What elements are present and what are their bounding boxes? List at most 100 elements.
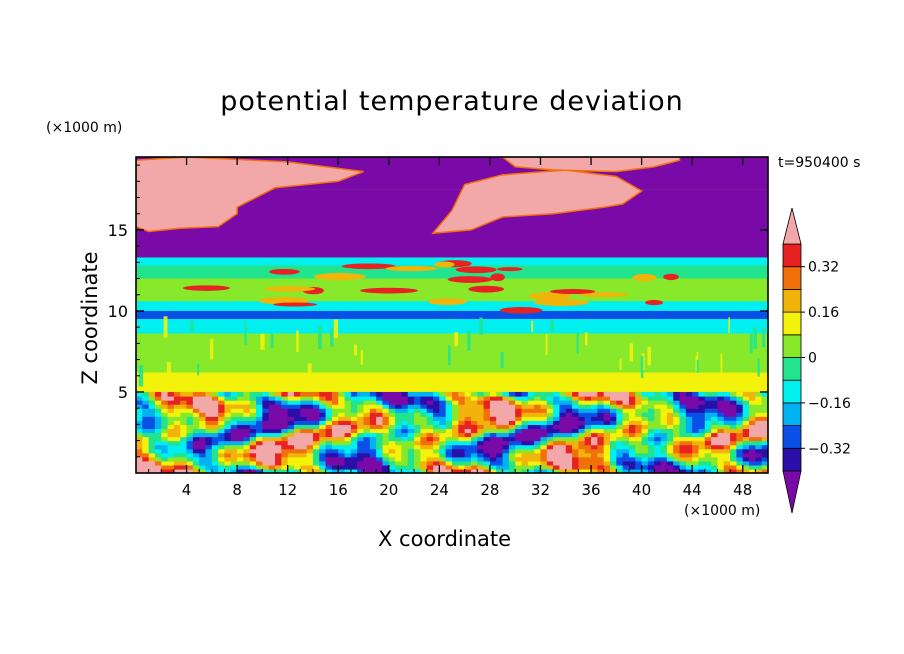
field-cell [294,420,301,425]
field-cell [395,396,403,401]
field-cell [173,428,181,434]
field-cell [755,420,763,425]
field-cell [572,396,579,401]
field-cell [445,444,453,450]
field-cell [540,432,548,438]
field-cell [319,408,327,413]
field-cell [205,400,213,405]
field-cell [546,412,554,417]
anomaly-streak [138,365,144,387]
field-cell [167,396,175,401]
field-cell [401,464,409,470]
field-cell [704,432,712,438]
x-axis-label: X coordinate [378,527,512,551]
field-cell [711,412,719,417]
field-cell [388,396,396,401]
field-cell [711,444,719,450]
field-cell [761,440,768,446]
field-cell [616,416,624,421]
field-cell [331,456,339,462]
field-cell [136,456,143,462]
field-cell [136,452,143,458]
field-cell [357,440,365,446]
field-cell [736,396,744,401]
field-cell [527,420,535,425]
field-cell [281,416,289,421]
field-cell [173,456,181,462]
field-cell [584,408,592,413]
field-cell [723,464,731,470]
field-cell [142,432,150,438]
field-cell [230,432,238,438]
field-cell [237,420,245,425]
field-cell [610,468,617,473]
field-cell [749,396,756,401]
field-cell [540,412,548,417]
field-cell [401,391,409,397]
field-cell [508,412,516,417]
field-cell [527,468,535,473]
field-cell [584,391,592,397]
field-cell [401,440,409,446]
field-cell [433,448,440,454]
field-cell [540,420,548,425]
field-cell [173,440,181,446]
field-cell [559,400,567,405]
field-cell [603,444,611,450]
field-cell [262,448,270,454]
field-cell [578,436,586,442]
field-cell [199,424,207,430]
field-cell [736,456,744,462]
field-cell [749,420,756,425]
field-cell [660,404,668,409]
field-cell [350,412,358,417]
field-cell [572,412,579,417]
field-cell [300,436,308,442]
field-cell [635,436,643,442]
colorbar-tick-label: 0.32 [808,260,839,276]
field-cell [262,464,270,470]
field-cell [635,452,643,458]
field-cell [628,432,636,438]
field-cell [180,391,188,397]
field-cell [508,460,516,466]
field-cell [584,400,592,405]
field-cell [148,464,156,470]
field-cell [173,412,181,417]
field-cell [496,468,504,473]
field-cell [224,400,232,405]
field-cell [666,424,674,430]
field-cell [452,391,459,397]
field-cell [369,420,377,425]
field-cell [388,428,396,434]
field-cell [698,404,706,409]
field-cell [736,420,744,425]
field-cell [256,408,263,413]
field-cell [584,432,592,438]
field-cell [742,460,750,466]
field-cell [711,436,719,442]
field-cell [553,420,561,425]
field-cell [635,391,643,397]
field-cell [357,420,365,425]
field-cell [294,468,301,473]
field-cell [205,444,213,450]
field-cell [249,412,257,417]
field-cell [515,391,523,397]
anomaly-streak [497,267,523,272]
field-cell [730,428,737,434]
field-cell [237,424,245,430]
field-cell [312,448,320,454]
y-tick-label: 15 [108,221,128,240]
field-cell [521,464,529,470]
field-cell [237,456,245,462]
field-cell [173,404,181,409]
field-cell [154,391,162,397]
field-cell [704,456,712,462]
field-cell [464,460,472,466]
field-cell [433,420,440,425]
field-cell [704,444,712,450]
anomaly-streak [333,319,339,339]
field-cell [148,424,156,430]
field-cell [660,436,668,442]
